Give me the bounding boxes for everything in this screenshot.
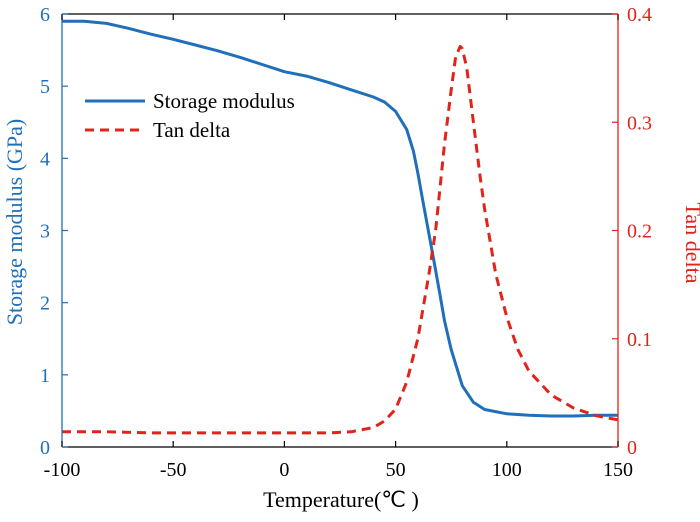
legend: Storage modulus Tan delta [85,89,295,142]
y-axis-label-left: Storage modulus (GPa) [2,119,27,326]
y-left-tick-label: 6 [40,4,50,26]
y-right-tick-label: 0.4 [627,4,652,26]
x-tick-label: -50 [160,459,187,481]
x-tick-label: 0 [279,459,289,481]
y-right-tick-label: 0.2 [627,221,652,243]
y-left-tick-label: 3 [40,221,50,243]
y-left-tick-label: 5 [40,76,50,98]
y-right-tick-label: 0.1 [627,329,652,351]
y-left-tick-label: 1 [40,365,50,387]
x-tick-label: 100 [492,459,522,481]
legend-label-tan: Tan delta [153,118,231,142]
y-left-tick-label: 0 [40,437,50,459]
y-left-tick-label: 4 [40,148,50,170]
x-tick-label: 150 [603,459,633,481]
y-right-tick-label: 0 [627,437,637,459]
y-left-tick-label: 2 [40,293,50,315]
x-tick-label: -100 [44,459,81,481]
legend-label-storage: Storage modulus [153,89,295,113]
series-line-tan-delta [62,45,619,435]
series-line-storage-modulus [62,19,618,418]
x-axis-label: Temperature(℃ ) [263,487,419,512]
y-right-tick-label: 0.3 [627,112,652,134]
plot-area [62,19,619,435]
x-tick-label: 50 [386,459,406,481]
y-axis-label-right: Tan delta [681,203,700,284]
